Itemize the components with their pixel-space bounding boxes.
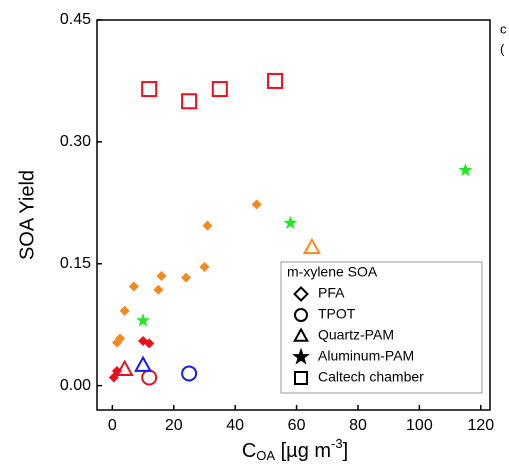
y-tick-label: 0.45	[60, 11, 91, 28]
y-tick-label: 0.30	[60, 133, 91, 150]
x-tick-label: 40	[226, 417, 244, 434]
legend-label: Quartz-PAM	[318, 327, 394, 343]
point	[251, 199, 262, 210]
legend-box	[280, 261, 483, 394]
x-tick-label: 60	[288, 417, 306, 434]
plot-frame	[96, 19, 491, 411]
legend-label: Aluminum-PAM	[318, 348, 414, 364]
x-tick-label: 100	[406, 417, 433, 434]
side-text: c	[500, 21, 507, 36]
legend-label: PFA	[318, 285, 345, 301]
x-tick-label: 120	[467, 417, 494, 434]
x-tick-label: 0	[108, 417, 117, 434]
legend-label: TPOT	[318, 306, 356, 322]
point	[141, 81, 158, 98]
point	[267, 72, 284, 89]
x-label-part: [µg m	[275, 440, 331, 462]
point	[153, 284, 164, 295]
point	[199, 262, 210, 272]
point	[283, 215, 298, 230]
point	[302, 237, 321, 255]
point	[111, 366, 122, 376]
legend-marker	[292, 347, 310, 365]
legend-marker	[294, 308, 308, 322]
point	[115, 333, 126, 344]
y-tick-label: 0.00	[60, 377, 91, 394]
legend-title: m-xylene SOA	[287, 264, 378, 280]
point	[115, 359, 134, 376]
side-text: (	[500, 41, 505, 56]
x-axis-label: COA [µg m-3]	[242, 436, 348, 463]
legend-marker	[294, 371, 308, 385]
point	[144, 338, 155, 349]
y-axis-label: SOA Yield	[16, 170, 38, 260]
point	[181, 365, 198, 382]
legend-marker	[293, 286, 309, 302]
x-tick-label: 80	[349, 417, 367, 434]
point	[119, 305, 130, 316]
point	[458, 162, 473, 177]
legend-marker	[293, 327, 309, 342]
x-label-part: -3	[331, 436, 343, 451]
x-tick-label: 20	[165, 417, 183, 434]
y-tick-label: 0.15	[60, 255, 91, 272]
point	[181, 272, 192, 283]
x-label-part: OA	[256, 448, 275, 463]
point	[202, 220, 213, 231]
legend-label: Caltech chamber	[318, 369, 424, 385]
point	[128, 281, 139, 292]
point	[211, 81, 228, 98]
point	[156, 270, 167, 281]
x-label-part: C	[242, 440, 256, 462]
x-label-part: ]	[343, 440, 349, 462]
point	[136, 313, 151, 327]
point	[134, 355, 153, 372]
point	[141, 369, 158, 386]
point	[181, 93, 198, 110]
